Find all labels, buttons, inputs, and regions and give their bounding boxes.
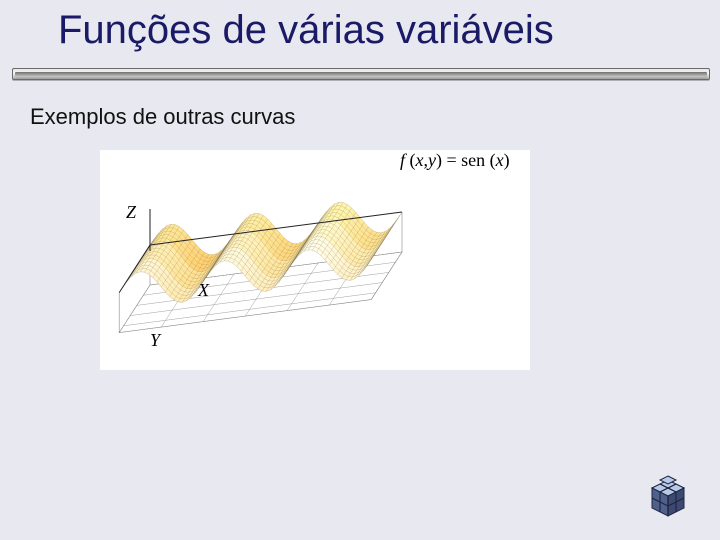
axis-label-x: X [198,280,209,301]
formula-open1: ( [405,150,416,170]
formula-x2: x [496,150,504,170]
surface-plot [100,150,530,370]
formula: f (x,y) = sen (x) [400,150,510,171]
surface-svg [100,150,530,370]
slide: Funções de várias variáveis Exemplos de … [0,0,720,540]
formula-x1: x [416,150,424,170]
formula-close1: ) = [436,150,461,170]
slide-title: Funções de várias variáveis [58,8,554,53]
formula-open2: ( [485,150,496,170]
title-divider-inner [15,72,707,76]
formula-y: y [428,150,436,170]
formula-sen: sen [461,150,485,170]
formula-close2: ) [504,150,510,170]
slide-subtitle: Exemplos de outras curvas [30,104,295,130]
title-divider [12,68,710,80]
axis-label-y: Y [150,330,160,351]
cube-logo-svg [644,474,692,522]
cube-logo [644,474,692,522]
axis-label-z: Z [126,202,136,223]
